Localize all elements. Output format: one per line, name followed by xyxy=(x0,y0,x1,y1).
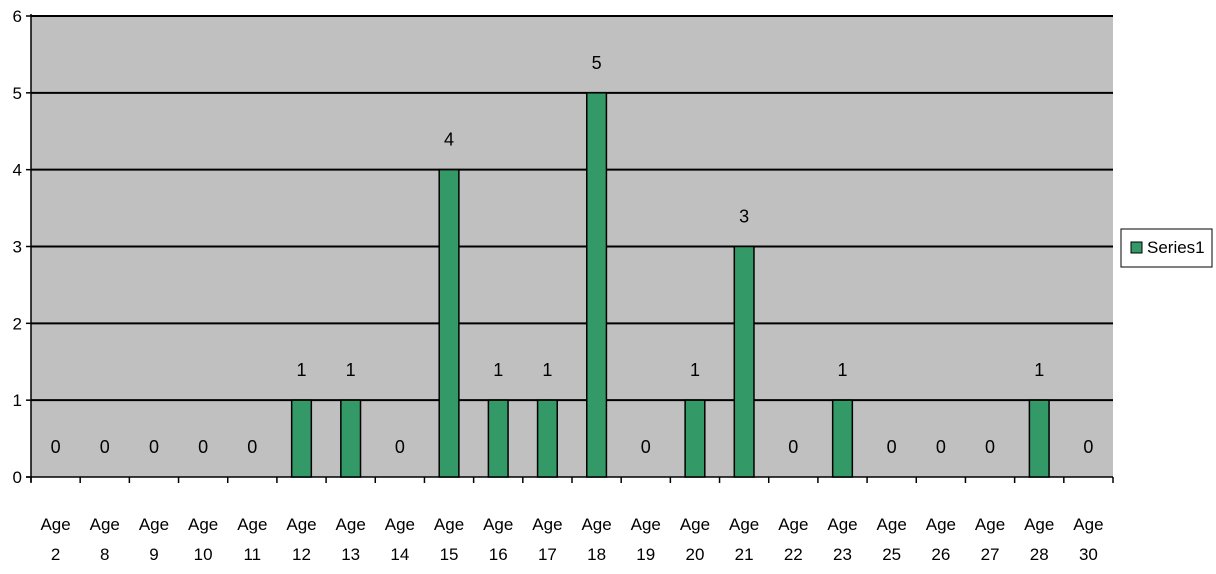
data-label: 4 xyxy=(444,130,454,150)
data-label: 0 xyxy=(1083,437,1093,457)
x-tick-label: Age 8 xyxy=(90,515,120,564)
data-label: 0 xyxy=(51,437,61,457)
data-label: 1 xyxy=(296,360,306,380)
data-label: 1 xyxy=(690,360,700,380)
data-label: 0 xyxy=(100,437,110,457)
data-label: 0 xyxy=(936,437,946,457)
x-tick-label: Age 22 xyxy=(778,515,808,564)
bar xyxy=(487,399,509,478)
y-tick-label: 1 xyxy=(13,391,22,410)
data-label: 1 xyxy=(837,360,847,380)
x-tick-label: Age 21 xyxy=(729,515,759,564)
x-tick-label: Age 10 xyxy=(188,515,218,564)
x-tick-label: Age 17 xyxy=(532,515,562,564)
y-tick-label: 4 xyxy=(13,161,22,180)
x-tick-label: Age 20 xyxy=(680,515,710,564)
data-label: 0 xyxy=(788,437,798,457)
y-tick-label: 5 xyxy=(13,84,22,103)
y-tick-label: 3 xyxy=(13,238,22,257)
x-tick-label: Age 15 xyxy=(434,515,464,564)
legend-label-series1: Series1 xyxy=(1147,238,1205,257)
x-tick-label: Age 19 xyxy=(631,515,661,564)
data-label: 1 xyxy=(346,360,356,380)
data-label: 0 xyxy=(641,437,651,457)
data-label: 0 xyxy=(247,437,257,457)
x-tick-label: Age 26 xyxy=(926,515,956,564)
bar xyxy=(438,168,460,478)
bar xyxy=(733,245,755,478)
y-tick-label: 0 xyxy=(13,468,22,487)
bar xyxy=(1028,399,1050,478)
data-label: 0 xyxy=(887,437,897,457)
data-label: 1 xyxy=(493,360,503,380)
y-tick-label: 6 xyxy=(13,7,22,26)
data-label: 0 xyxy=(198,437,208,457)
x-tick-label: Age 23 xyxy=(827,515,857,564)
bar xyxy=(684,399,706,478)
data-label: 0 xyxy=(149,437,159,457)
bar xyxy=(340,399,362,478)
x-tick-label: Age 12 xyxy=(286,515,316,564)
bar xyxy=(586,92,608,478)
x-tick-label: Age 16 xyxy=(483,515,513,564)
x-tick-label: Age 9 xyxy=(139,515,169,564)
legend-box xyxy=(1120,228,1213,268)
legend-swatch-series1 xyxy=(1130,241,1143,254)
bar xyxy=(290,399,313,478)
x-tick-label: Age 25 xyxy=(877,515,907,564)
legend: Series1 xyxy=(1120,228,1213,268)
x-tick-label: Age 14 xyxy=(385,515,415,564)
data-label: 3 xyxy=(739,207,749,227)
y-tick-label: 2 xyxy=(13,314,22,333)
bar xyxy=(831,399,854,478)
x-tick-label: Age 13 xyxy=(336,515,366,564)
x-tick-label: Age 27 xyxy=(975,515,1005,564)
data-label: 1 xyxy=(1034,360,1044,380)
data-label: 5 xyxy=(592,53,602,73)
x-tick-label: Age 28 xyxy=(1024,515,1054,564)
data-label: 1 xyxy=(542,360,552,380)
x-tick-label: Age 11 xyxy=(237,515,267,564)
x-tick-label: Age 2 xyxy=(40,515,70,564)
bar xyxy=(536,399,558,478)
data-label: 0 xyxy=(985,437,995,457)
x-tick-label: Age 18 xyxy=(581,515,611,564)
x-tick-label: Age 30 xyxy=(1073,515,1103,564)
data-label: 0 xyxy=(395,437,405,457)
